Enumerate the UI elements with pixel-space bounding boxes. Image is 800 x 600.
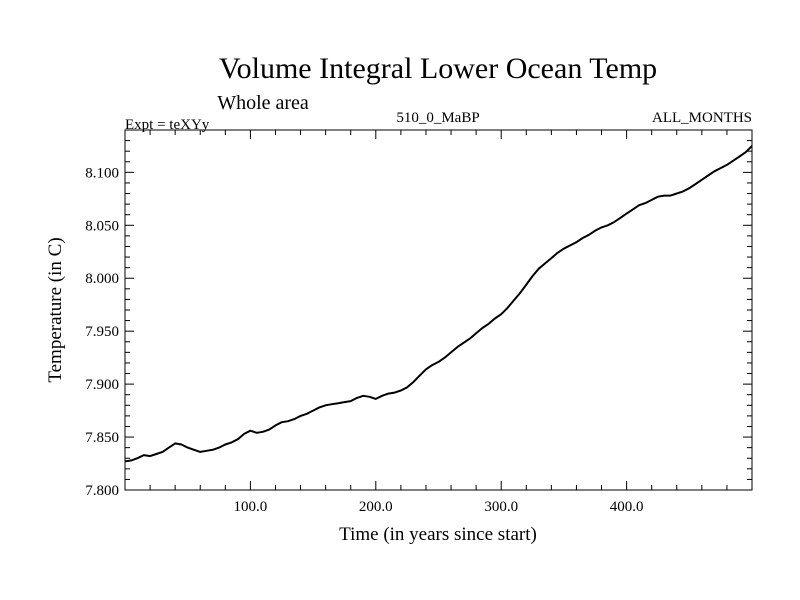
- axis-ticks: [124, 129, 753, 491]
- y-axis-label: Temperature (in C): [45, 237, 66, 382]
- temperature-series-line: [124, 145, 753, 463]
- x-tick-label: 100.0: [234, 499, 268, 515]
- y-tick-label: 8.050: [85, 218, 119, 234]
- y-tick-label: 7.800: [85, 483, 119, 499]
- chart-title: Volume Integral Lower Ocean Temp: [219, 52, 657, 85]
- y-tick-label: 7.950: [85, 324, 119, 340]
- months-label: ALL_MONTHS: [652, 110, 752, 126]
- axis-tick-labels: 100.0 200.0 300.0 400.0 7.800 7.850 7.900 7.950…: [85, 165, 643, 515]
- series-layer: [124, 145, 753, 463]
- y-tick-label: 7.850: [85, 430, 119, 446]
- x-axis-label: Time (in years since start): [339, 524, 537, 545]
- x-tick-label: 300.0: [484, 499, 518, 515]
- x-tick-label: 400.0: [610, 499, 644, 515]
- plot-frame: [124, 129, 753, 491]
- y-tick-label: 7.900: [85, 377, 119, 393]
- x-tick-label: 200.0: [359, 499, 393, 515]
- period-label: 510_0_MaBP: [396, 110, 479, 126]
- y-tick-label: 8.000: [85, 271, 119, 287]
- y-tick-label: 8.100: [85, 165, 119, 181]
- chart-subtitle: Whole area: [217, 92, 309, 114]
- experiment-label: Expt = teXYy: [125, 117, 210, 133]
